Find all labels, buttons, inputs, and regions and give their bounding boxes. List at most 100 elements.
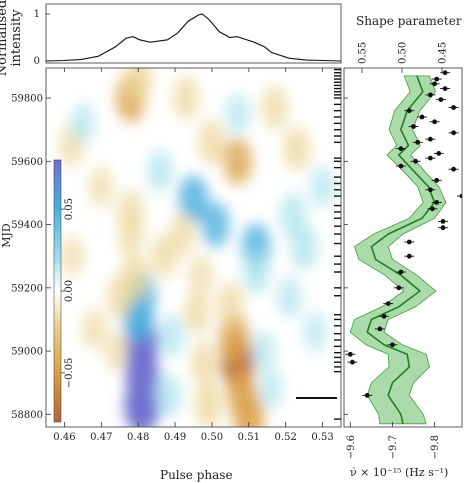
measurement-point xyxy=(398,269,404,275)
spindown-measurements xyxy=(345,70,462,398)
mjd-tick-label: 58800 xyxy=(11,410,43,421)
measurement-point xyxy=(347,351,353,357)
colorbar-tick-label: 0.00 xyxy=(64,280,75,302)
spindown-axis-label: ν̇ × 10⁻¹⁵ (Hz s⁻¹) xyxy=(350,466,449,479)
model-median-line xyxy=(366,75,436,424)
colorbar-ticks: 0.05 0.00 −0.05 xyxy=(61,198,75,388)
measurement-point xyxy=(406,108,412,114)
measurement-point xyxy=(415,139,421,145)
residual-blob xyxy=(183,291,211,335)
residual-blob xyxy=(242,250,270,294)
residual-blob xyxy=(303,312,328,352)
residual-blob xyxy=(217,281,244,326)
profile-y-ticks: 01 xyxy=(34,9,50,67)
shape-parameter-label: Shape parameter xyxy=(356,14,462,28)
measurement-point xyxy=(411,124,416,129)
residual-blob xyxy=(201,201,230,248)
profile-y-label: Normalised intensity xyxy=(0,0,24,77)
shape-parameter-tick-label: 0.50 xyxy=(398,42,409,64)
measurement-point xyxy=(413,158,418,164)
measurement-point xyxy=(428,92,433,98)
measurement-point xyxy=(434,177,440,183)
measurement-point xyxy=(381,313,387,319)
measurement-point xyxy=(432,119,437,125)
measurement-point xyxy=(430,206,435,212)
measurement-point xyxy=(434,200,440,205)
phase-tick-label: 0.47 xyxy=(90,432,112,443)
mjd-tick-label: 59400 xyxy=(11,220,43,231)
profile-y-tick-label: 1 xyxy=(34,9,40,20)
shape-parameter-axis-ticks: 0.55 0.50 0.45 xyxy=(358,42,449,73)
measurement-point xyxy=(406,239,412,245)
measurement-point xyxy=(406,253,412,259)
measurement-point xyxy=(451,166,456,172)
measurement-point xyxy=(396,285,402,291)
mjd-tick-label: 59800 xyxy=(11,94,43,105)
mjd-tick-label: 59600 xyxy=(11,157,43,168)
residual-blob xyxy=(191,341,219,387)
shape-parameter-tick-label: 0.45 xyxy=(438,42,449,64)
residual-map-field xyxy=(58,68,336,427)
colorbar-tick-label: 0.05 xyxy=(64,198,75,220)
shape-parameter-tick-label: 0.55 xyxy=(358,42,369,64)
residual-blob xyxy=(233,392,265,427)
residual-blob xyxy=(194,381,223,427)
residual-blob xyxy=(150,234,178,278)
residual-blob xyxy=(223,137,253,185)
measurement-point xyxy=(442,70,448,76)
residual-blob xyxy=(147,149,174,192)
measurement-point xyxy=(428,187,433,193)
spindown-tick-label: −9.7 xyxy=(388,435,399,459)
observation-epoch-ticks xyxy=(334,68,341,420)
spindown-tick-label: −9.8 xyxy=(430,435,441,459)
residual-blob xyxy=(169,213,196,256)
measurement-point xyxy=(438,97,444,102)
measurement-point xyxy=(390,342,395,348)
profile-y-tick-label: 0 xyxy=(34,56,40,67)
residual-blob xyxy=(188,254,214,296)
measurement-point xyxy=(432,81,437,87)
phase-tick-label: 0.46 xyxy=(53,432,75,443)
phase-tick-label: 0.49 xyxy=(164,432,186,443)
phase-tick-label: 0.48 xyxy=(127,432,149,443)
residual-blob xyxy=(172,76,200,120)
mjd-tick-label: 59000 xyxy=(11,347,43,358)
residual-blob xyxy=(283,126,311,172)
measurement-point xyxy=(419,114,425,120)
phase-axis-ticks: 0.46 0.47 0.48 0.49 0.50 0.51 0.52 0.53 xyxy=(53,68,334,443)
residual-blob xyxy=(251,330,277,372)
colorbar xyxy=(53,159,62,423)
residual-blob xyxy=(120,255,149,302)
residual-blob xyxy=(117,216,144,259)
measurement-point xyxy=(398,146,404,152)
measurement-point xyxy=(428,136,433,142)
measurement-point xyxy=(440,219,446,224)
residual-blob xyxy=(258,369,283,409)
residual-blob xyxy=(81,308,107,350)
measurement-point xyxy=(385,301,391,306)
residual-blob xyxy=(279,193,307,237)
spindown-tick-label: −9.6 xyxy=(346,435,357,459)
measurement-point xyxy=(440,225,446,231)
residual-blob xyxy=(276,276,302,318)
residual-blob xyxy=(158,314,185,357)
mjd-axis-label: MJD xyxy=(0,223,13,248)
residual-blob xyxy=(104,331,129,371)
pulse-phase-label: Pulse phase xyxy=(160,468,233,482)
spindown-axis-ticks: −9.6 −9.7 −9.8 xyxy=(344,97,441,459)
measurement-point xyxy=(459,193,462,199)
measurement-point xyxy=(442,86,448,91)
phase-tick-label: 0.53 xyxy=(311,432,333,443)
measurement-point xyxy=(436,151,442,156)
phase-tick-label: 0.50 xyxy=(201,432,223,443)
residual-blob xyxy=(310,166,336,208)
measurement-point xyxy=(377,326,383,332)
measurement-point xyxy=(350,359,355,365)
residual-blob xyxy=(88,166,114,208)
residual-blob xyxy=(59,235,85,277)
mjd-tick-label: 59200 xyxy=(11,283,43,294)
residual-blob xyxy=(219,313,250,364)
mjd-axis-ticks: 58800 59000 59200 59400 59600 59800 xyxy=(11,94,51,421)
residual-blob xyxy=(261,85,288,130)
